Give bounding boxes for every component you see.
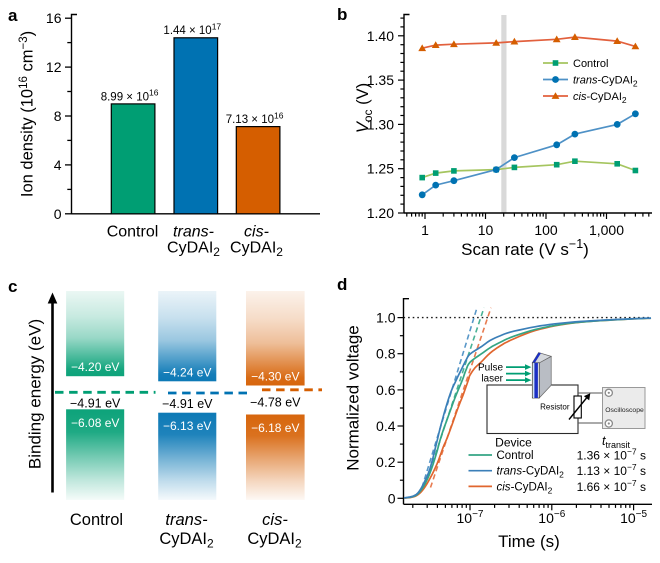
svg-text:cis-: cis- xyxy=(262,511,288,529)
svg-text:CyDAI2: CyDAI2 xyxy=(167,240,220,260)
svg-text:−4.24 eV: −4.24 eV xyxy=(163,365,211,379)
svg-text:d: d xyxy=(337,275,347,294)
svg-text:0: 0 xyxy=(388,490,396,506)
svg-text:1.35: 1.35 xyxy=(367,72,394,88)
svg-text:100: 100 xyxy=(534,222,558,238)
svg-text:0.2: 0.2 xyxy=(376,454,396,470)
svg-text:Oscilloscope: Oscilloscope xyxy=(605,407,644,414)
svg-text:−6.13 eV: −6.13 eV xyxy=(163,419,211,433)
svg-text:Control: Control xyxy=(573,58,608,70)
svg-text:cis-CyDAI2: cis-CyDAI2 xyxy=(573,91,627,105)
svg-text:1: 1 xyxy=(421,222,429,238)
svg-text:0.8: 0.8 xyxy=(376,346,396,362)
svg-text:1.30: 1.30 xyxy=(367,116,394,132)
svg-text:CyDAI2: CyDAI2 xyxy=(230,240,283,260)
svg-text:−4.20 eV: −4.20 eV xyxy=(71,360,119,374)
svg-text:ttransit: ttransit xyxy=(602,434,630,450)
svg-text:Voc (V): Voc (V) xyxy=(354,83,375,133)
svg-text:CyDAI2: CyDAI2 xyxy=(247,530,302,551)
svg-text:trans-CyDAI2: trans-CyDAI2 xyxy=(573,75,638,89)
svg-text:1.44 × 1017: 1.44 × 1017 xyxy=(163,21,221,37)
svg-text:−4.91 eV: −4.91 eV xyxy=(162,397,213,411)
svg-text:8.99 × 1016: 8.99 × 1016 xyxy=(101,88,159,104)
svg-text:trans-: trans- xyxy=(165,511,208,529)
svg-text:8: 8 xyxy=(54,108,62,124)
svg-text:−6.18 eV: −6.18 eV xyxy=(251,421,299,435)
svg-text:Control: Control xyxy=(107,224,159,241)
svg-text:Control: Control xyxy=(70,511,123,529)
svg-text:−4.30 eV: −4.30 eV xyxy=(251,370,299,384)
svg-text:trans-: trans- xyxy=(173,224,214,241)
svg-text:c: c xyxy=(8,277,17,296)
svg-text:Binding energy (eV): Binding energy (eV) xyxy=(26,319,45,469)
svg-text:Ion density (1016 cm−3): Ion density (1016 cm−3) xyxy=(18,31,37,197)
svg-text:−4.78 eV: −4.78 eV xyxy=(250,396,301,410)
svg-text:Normalized voltage: Normalized voltage xyxy=(344,325,363,471)
svg-text:0: 0 xyxy=(54,206,62,222)
svg-text:1.25: 1.25 xyxy=(367,161,394,177)
svg-text:0.4: 0.4 xyxy=(376,418,396,434)
svg-text:−4.91 eV: −4.91 eV xyxy=(70,397,121,411)
svg-text:trans-CyDAI2: trans-CyDAI2 xyxy=(497,466,565,480)
svg-text:Resistor: Resistor xyxy=(540,403,570,412)
svg-text:1.0: 1.0 xyxy=(376,310,396,326)
svg-text:CyDAI2: CyDAI2 xyxy=(159,530,214,551)
svg-text:0.6: 0.6 xyxy=(376,382,396,398)
svg-text:cis-CyDAI2: cis-CyDAI2 xyxy=(497,481,553,495)
svg-text:−6.08 eV: −6.08 eV xyxy=(71,416,119,430)
svg-text:4: 4 xyxy=(54,157,62,173)
svg-text:1.20: 1.20 xyxy=(367,205,394,221)
svg-text:7.13 × 1016: 7.13 × 1016 xyxy=(226,110,284,126)
svg-text:10: 10 xyxy=(478,222,494,238)
svg-text:b: b xyxy=(337,5,347,24)
svg-text:Time (s): Time (s) xyxy=(498,532,560,551)
svg-text:12: 12 xyxy=(46,59,62,75)
svg-text:a: a xyxy=(8,6,18,25)
svg-text:Pulse: Pulse xyxy=(478,362,503,373)
svg-text:Scan rate (V s−1): Scan rate (V s−1) xyxy=(461,237,589,259)
svg-text:1,000: 1,000 xyxy=(589,222,624,238)
svg-text:1.40: 1.40 xyxy=(367,28,394,44)
svg-text:16: 16 xyxy=(46,10,62,26)
svg-text:laser: laser xyxy=(481,373,503,384)
svg-text:cis-: cis- xyxy=(244,224,269,241)
svg-text:Control: Control xyxy=(497,450,534,462)
svg-text:Device: Device xyxy=(495,436,532,450)
